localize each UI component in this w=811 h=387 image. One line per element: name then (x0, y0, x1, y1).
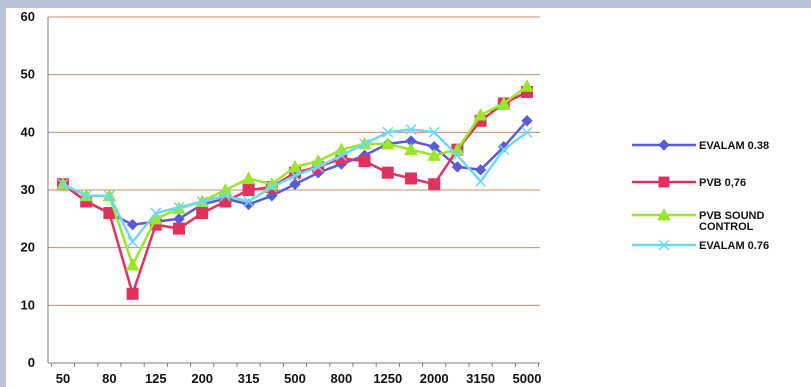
y-tick-label: 40 (21, 124, 35, 139)
x-tick-labels: 50 80 125 200 315 500 800 1250 2000 3150 5000 (56, 371, 542, 386)
data-point (128, 220, 138, 230)
data-point (128, 237, 138, 247)
y-tick-label: 10 (21, 297, 35, 312)
data-point (521, 80, 533, 91)
data-point (359, 156, 370, 167)
y-tick-label: 20 (21, 240, 35, 255)
x-tick-label: 3150 (466, 371, 495, 386)
legend-item: PVB 0,76 (632, 177, 746, 189)
data-point (406, 173, 417, 184)
legend-label: EVALAM 0.38 (699, 140, 769, 152)
legend-item: EVALAM 0.76 (632, 240, 769, 252)
x-tick-label: 315 (238, 371, 260, 386)
data-point (243, 172, 255, 183)
chart-canvas: 0 10 20 30 40 50 60 50 80 125 200 315 500 800 1250 200… (6, 8, 811, 387)
x-tick-label: 200 (191, 371, 213, 386)
data-point (243, 185, 254, 196)
x-tick-label: 1250 (373, 371, 402, 386)
legend-item: EVALAM 0.38 (632, 140, 769, 152)
x-tick-label: 50 (56, 371, 70, 386)
legend: EVALAM 0.38 PVB 0,76 PVB SOUND CONTROL EVALA… (632, 140, 769, 252)
y-tick-labels: 0 10 20 30 40 50 60 (21, 9, 35, 370)
x-tick-label: 125 (145, 371, 167, 386)
legend-label: PVB SOUND CONTROL (699, 210, 764, 233)
x-tick-label: 2000 (420, 371, 449, 386)
line-chart: 0 10 20 30 40 50 60 50 80 125 200 315 500 800 1250 200… (6, 8, 811, 387)
axes (48, 17, 540, 367)
x-tick-label: 5000 (513, 371, 542, 386)
x-tick-label: 80 (102, 371, 116, 386)
y-tick-label: 50 (21, 67, 35, 82)
x-tick-label: 800 (331, 371, 353, 386)
data-point (174, 223, 185, 234)
gridlines (48, 17, 540, 305)
data-point (290, 179, 300, 189)
y-tick-label: 30 (21, 182, 35, 197)
data-point (197, 208, 208, 219)
data-point (659, 177, 669, 187)
legend-label: EVALAM 0.76 (699, 240, 769, 252)
data-point (476, 176, 486, 186)
legend-item: PVB SOUND CONTROL (632, 209, 764, 233)
data-point (659, 140, 669, 150)
data-point (382, 167, 393, 178)
y-tick-label: 0 (28, 355, 35, 370)
data-point (127, 288, 138, 299)
x-tick-label: 500 (284, 371, 306, 386)
data-point (475, 109, 487, 120)
legend-label: PVB 0,76 (699, 177, 746, 189)
y-tick-label: 60 (21, 9, 35, 24)
data-point (127, 259, 139, 270)
data-point (429, 179, 440, 190)
